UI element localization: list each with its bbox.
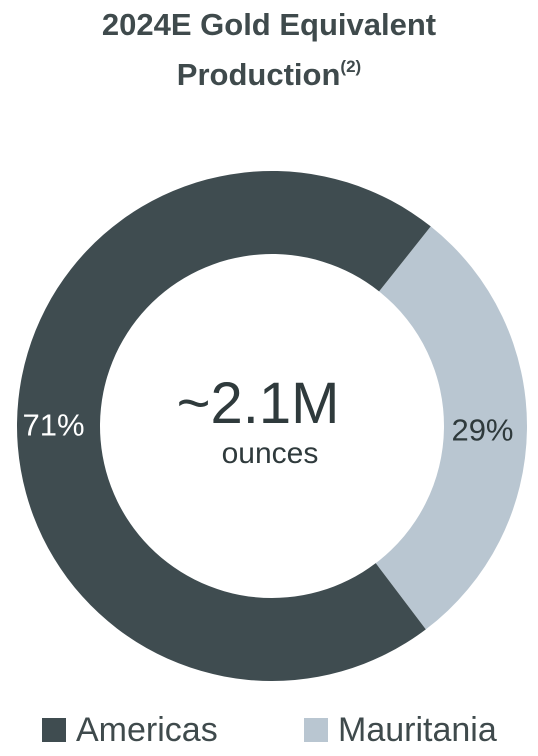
legend-swatch-americas <box>42 718 66 742</box>
legend-item-americas: Americas <box>42 708 218 752</box>
legend-item-mauritania: Mauritania <box>304 708 497 752</box>
legend-swatch-mauritania <box>304 718 328 742</box>
donut-slice-mauritania <box>375 226 527 630</box>
donut-slices <box>16 171 527 682</box>
center-value: ~2.1M <box>177 371 340 436</box>
slice-labels: 29% 71% <box>22 407 513 447</box>
chart-title-line2-text: Production <box>176 57 341 92</box>
footnote-marker: (2) <box>340 57 362 76</box>
legend-label-americas: Americas <box>76 711 218 749</box>
chart-title-line2: Production(2) <box>0 46 538 96</box>
legend: Americas Mauritania <box>0 708 538 752</box>
slice-label-americas: 71% <box>22 407 84 442</box>
donut-chart: 29% 71% ~2.1M ounces <box>16 171 527 682</box>
center-unit: ounces <box>222 437 319 470</box>
legend-label-mauritania: Mauritania <box>338 711 497 749</box>
chart-title-line1: 2024E Gold Equivalent <box>101 7 437 42</box>
slice-label-mauritania: 29% <box>451 413 513 448</box>
chart-title: 2024E Gold Equivalent Production(2) <box>0 4 538 96</box>
donut-slice-americas <box>16 171 431 682</box>
